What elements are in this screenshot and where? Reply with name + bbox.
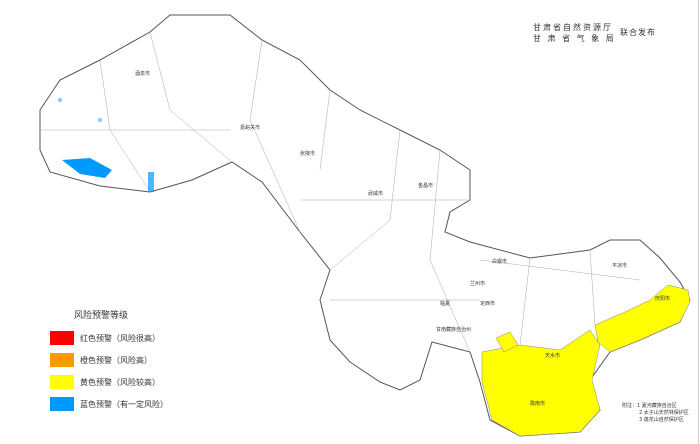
city-label: 庆阳市 bbox=[655, 296, 671, 302]
city-label: 兰州市 bbox=[470, 281, 486, 287]
city-label: 酒泉市 bbox=[135, 71, 151, 77]
county-borders bbox=[40, 31, 641, 353]
publisher-joint: 联合发布 bbox=[620, 28, 656, 37]
city-label: 平凉市 bbox=[612, 263, 628, 269]
legend-item-orange: 橙色预警（风险高） bbox=[50, 349, 168, 371]
publisher-line1: 甘肃省自然资源厅 bbox=[533, 23, 613, 32]
city-label: 嘉峪关市 bbox=[240, 125, 261, 131]
city-label: 天水市 bbox=[545, 353, 561, 359]
swatch bbox=[50, 353, 74, 367]
note-item: 2 太子山天然林保护区 bbox=[639, 410, 689, 416]
frame-border bbox=[698, 0, 699, 444]
legend-item-yellow: 黄色预警（风险较高） bbox=[50, 371, 168, 393]
legend-label: 蓝色预警（有一定风险） bbox=[80, 399, 168, 409]
legend-label: 橙色预警（风险高） bbox=[80, 355, 152, 365]
city-label: 甘南藏族自治州 bbox=[436, 327, 472, 333]
city-label: 武威市 bbox=[368, 191, 384, 197]
map-notes: 附注：1 夏河藏族自治区 2 太子山天然林保护区 3 莲花山自然保护区 bbox=[622, 403, 689, 424]
city-label: 临夏 bbox=[440, 301, 451, 307]
legend-label: 黄色预警（风险较高） bbox=[80, 377, 160, 387]
legend-label: 红色预警（风险很高） bbox=[80, 333, 160, 343]
note-item: 3 莲花山自然保护区 bbox=[639, 417, 684, 423]
yellow-warning-area bbox=[481, 284, 691, 437]
note-item: 1 夏河藏族自治区 bbox=[637, 403, 677, 409]
legend-item-red: 红色预警（风险很高） bbox=[50, 327, 168, 349]
city-label: 金昌市 bbox=[418, 183, 434, 189]
lake bbox=[62, 158, 112, 178]
lakes bbox=[58, 98, 154, 192]
swatch bbox=[50, 397, 74, 411]
swatch bbox=[50, 375, 74, 389]
publisher: 甘肃省自然资源厅 甘 肃 省 气 象 局 联合发布 bbox=[533, 22, 655, 44]
city-label: 张掖市 bbox=[300, 151, 316, 157]
swatch bbox=[50, 331, 74, 345]
city-label: 白银市 bbox=[492, 259, 508, 265]
legend: 风险预警等级 红色预警（风险很高） 橙色预警（风险高） 黄色预警（风险较高） 蓝… bbox=[50, 308, 168, 415]
city-label: 陇南市 bbox=[530, 401, 546, 407]
publisher-line2: 甘 肃 省 气 象 局 bbox=[533, 34, 616, 43]
legend-title: 风险预警等级 bbox=[74, 311, 129, 321]
city-label: 定西市 bbox=[480, 301, 496, 307]
notes-prefix: 附注： bbox=[622, 403, 638, 409]
legend-item-blue: 蓝色预警（有一定风险） bbox=[50, 393, 168, 415]
